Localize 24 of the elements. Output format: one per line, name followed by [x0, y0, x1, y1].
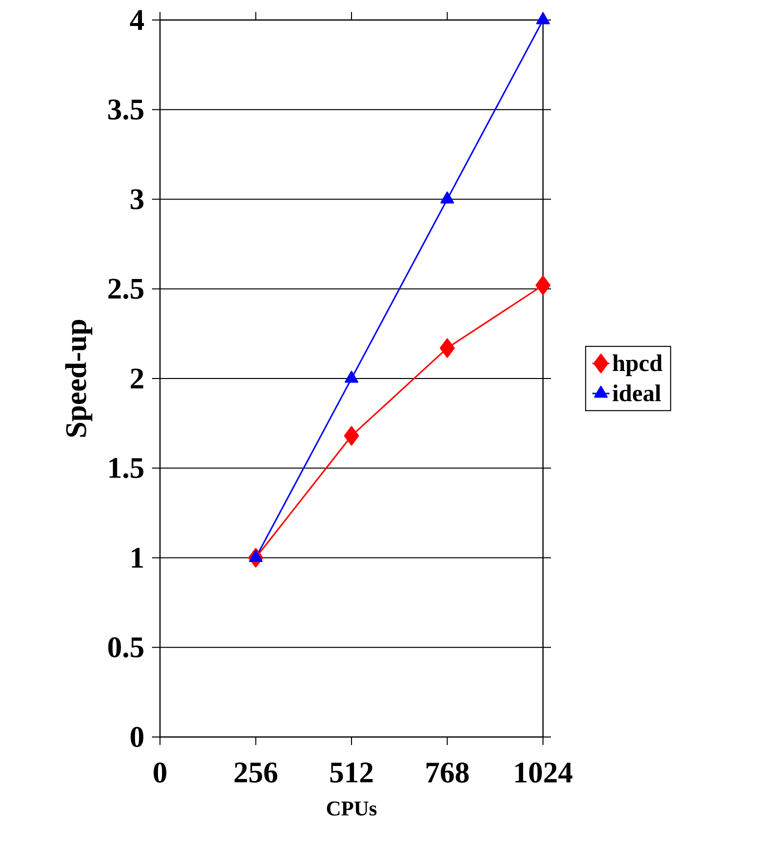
point: [536, 276, 551, 296]
y-axis-title: Speed-up: [65, 320, 92, 437]
x-tick-label: 768: [426, 762, 469, 783]
legend-label: hpcd: [612, 354, 662, 376]
y-tick-label: 2.5: [108, 278, 144, 299]
y-tick-label: 1: [132, 548, 143, 568]
x-tick-label: 0: [154, 762, 166, 783]
y-tick-label: 0: [130, 726, 144, 748]
x-tick-label: 1024: [516, 762, 572, 783]
y-tick-label: 4: [130, 10, 144, 30]
y-tick-label: 2: [130, 368, 144, 388]
y-tick-label: 1.5: [110, 458, 144, 478]
point: [536, 12, 550, 24]
point: [344, 370, 358, 383]
y-tick-label: 0.5: [108, 637, 144, 658]
y-tick-label: 3: [130, 189, 144, 210]
x-axis-title: CPUs: [326, 802, 377, 816]
point: [344, 426, 360, 446]
x-tick-label: 512: [330, 762, 373, 783]
x-tick-label: 256: [234, 762, 278, 783]
point: [440, 338, 455, 358]
y-tick-label: 3.5: [108, 100, 144, 120]
legend-label: ideal: [612, 384, 661, 402]
point: [440, 191, 454, 204]
